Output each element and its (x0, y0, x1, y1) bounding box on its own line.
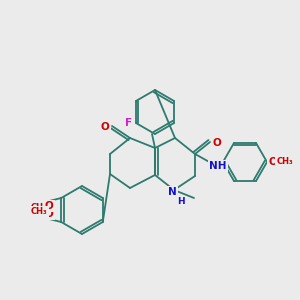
Text: NH: NH (209, 161, 227, 171)
Text: O: O (100, 122, 109, 132)
Text: O: O (45, 209, 54, 219)
Text: CH₃: CH₃ (31, 203, 47, 212)
Text: O: O (268, 157, 278, 167)
Text: CH₃: CH₃ (31, 208, 47, 217)
Text: N: N (168, 187, 176, 197)
Text: O: O (45, 201, 54, 211)
Text: O: O (213, 138, 221, 148)
Text: H: H (177, 197, 185, 206)
Text: F: F (125, 118, 133, 128)
Text: CH₃: CH₃ (277, 157, 293, 166)
